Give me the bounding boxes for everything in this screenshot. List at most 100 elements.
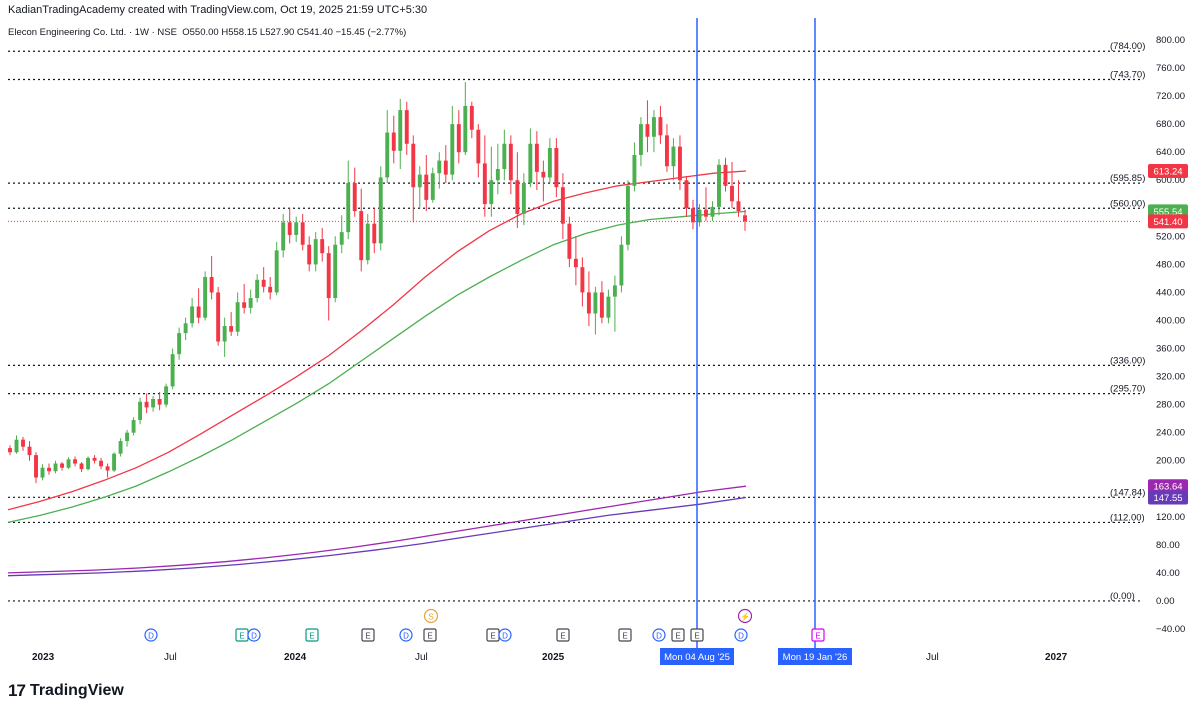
candle xyxy=(710,201,715,221)
candle-body xyxy=(300,222,305,245)
candle xyxy=(53,460,58,474)
candle xyxy=(411,135,416,223)
event-marker-letter: E xyxy=(239,632,244,641)
candle-body xyxy=(502,143,507,170)
candle-body xyxy=(157,399,162,405)
candle-body xyxy=(248,298,253,308)
candle-body xyxy=(528,143,533,184)
candle-body xyxy=(638,124,643,155)
horizontal-level-label: (336.00) xyxy=(1110,355,1145,366)
candle-body xyxy=(424,174,429,200)
candle-body xyxy=(398,110,403,151)
price-axis-tick-label: 280.00 xyxy=(1156,400,1185,411)
candle-body xyxy=(79,463,84,470)
candle xyxy=(489,146,494,217)
price-axis-tick-label: 200.00 xyxy=(1156,456,1185,467)
price-axis-tick-label: 760.00 xyxy=(1156,63,1185,74)
candle xyxy=(261,267,266,293)
candle-body xyxy=(645,124,650,137)
candle xyxy=(625,180,630,251)
earnings-event-icon xyxy=(618,628,632,642)
candle xyxy=(21,436,25,451)
tradingview-logo-icon: 17 xyxy=(8,681,26,700)
candle-body xyxy=(66,459,71,468)
candle-body xyxy=(723,164,728,186)
candle-body xyxy=(678,146,682,181)
symbol-name[interactable]: Elecon Engineering Co. Ltd. · 1W · NSE xyxy=(8,27,177,38)
candle-body xyxy=(190,306,195,324)
candle-body xyxy=(209,277,214,293)
price-tag-label: 541.40 xyxy=(1153,217,1182,228)
candle xyxy=(443,145,448,184)
candle-body xyxy=(261,279,266,287)
time-axis-highlight-label: Mon 04 Aug '25 xyxy=(664,652,730,663)
candle xyxy=(469,101,474,139)
candle xyxy=(495,143,500,195)
flash-event-icon xyxy=(737,608,753,624)
event-marker-letter: E xyxy=(815,632,820,641)
candle-body xyxy=(664,135,669,167)
dividend-event-icon xyxy=(652,628,666,642)
candle xyxy=(450,105,455,181)
event-marker-letter: E xyxy=(694,632,699,641)
candle xyxy=(430,167,435,203)
candle xyxy=(86,456,91,471)
candle xyxy=(417,166,422,209)
candle xyxy=(691,199,695,230)
candle xyxy=(476,124,481,178)
candle xyxy=(131,417,136,436)
horizontal-level-label: (147.84) xyxy=(1110,487,1145,498)
candle-body xyxy=(164,386,169,405)
candle-body xyxy=(476,129,481,164)
candle xyxy=(346,160,351,240)
candle-body xyxy=(14,439,19,453)
candle-body xyxy=(339,232,344,245)
candle-body xyxy=(391,132,396,151)
dividend-event-icon xyxy=(247,628,261,642)
symbol-legend[interactable]: Elecon Engineering Co. Ltd. · 1W · NSE O… xyxy=(8,27,406,38)
close-value: 541.40 xyxy=(303,27,333,38)
candle-body xyxy=(730,185,734,202)
candle-body xyxy=(606,296,611,318)
candle-body xyxy=(138,401,143,421)
candle-body xyxy=(573,258,578,268)
candle-body xyxy=(612,285,617,297)
candle-body xyxy=(489,180,494,205)
price-axis-tick-label: 520.00 xyxy=(1156,231,1185,242)
candle xyxy=(567,216,572,268)
candle-body xyxy=(671,146,676,167)
candle xyxy=(398,98,403,170)
open-value: 550.00 xyxy=(189,27,219,38)
candle-body xyxy=(118,441,123,454)
event-marker-letter: E xyxy=(490,632,495,641)
candle-body xyxy=(177,333,182,355)
candle-body xyxy=(651,117,656,137)
candle xyxy=(196,288,201,324)
time-axis-label: 2023 xyxy=(32,652,55,663)
candle-body xyxy=(34,455,38,478)
candle-body xyxy=(521,183,526,214)
change-value: −15.45 (−2.77%) xyxy=(335,27,407,38)
candle xyxy=(684,176,689,217)
earnings-event-icon xyxy=(556,628,570,642)
tradingview-logo[interactable]: 17 TradingView xyxy=(8,681,124,701)
candle-body xyxy=(743,215,747,222)
candle-body xyxy=(697,209,702,223)
candle xyxy=(229,312,234,336)
candle xyxy=(235,292,240,336)
candle-body xyxy=(346,183,351,233)
candle-body xyxy=(203,277,208,318)
price-tag-label: 613.24 xyxy=(1153,166,1182,177)
candle xyxy=(502,129,507,181)
candle-body xyxy=(586,292,591,314)
candle-body xyxy=(385,132,390,178)
event-marker-letter: E xyxy=(309,632,314,641)
candle-body xyxy=(170,354,175,387)
candle-body xyxy=(21,439,25,447)
time-axis-highlight-box xyxy=(660,648,734,665)
candle xyxy=(112,452,117,472)
candle-body xyxy=(404,110,409,144)
candle-body xyxy=(105,466,110,471)
dividend-event-icon xyxy=(399,628,413,642)
